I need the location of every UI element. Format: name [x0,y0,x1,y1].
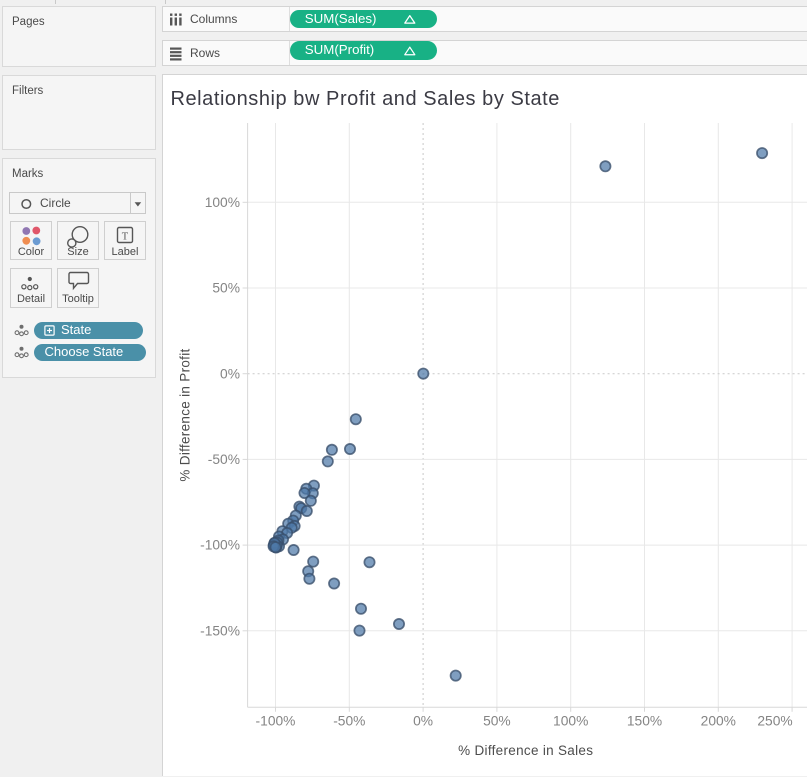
svg-text:100%: 100% [205,195,240,210]
svg-text:-100%: -100% [256,713,296,728]
svg-text:-100%: -100% [200,538,240,553]
svg-text:% Difference in Sales: % Difference in Sales [458,743,593,758]
svg-text:-50%: -50% [333,713,365,728]
svg-text:50%: 50% [483,713,511,728]
svg-text:-150%: -150% [200,623,240,638]
svg-text:150%: 150% [627,713,662,728]
svg-text:0%: 0% [413,713,433,728]
svg-text:200%: 200% [701,713,736,728]
svg-text:50%: 50% [212,281,240,296]
svg-text:% Difference in Profit: % Difference in Profit [178,348,193,481]
svg-text:250%: 250% [757,713,792,728]
svg-text:100%: 100% [553,713,588,728]
svg-text:0%: 0% [220,366,240,381]
svg-text:-50%: -50% [208,452,240,467]
